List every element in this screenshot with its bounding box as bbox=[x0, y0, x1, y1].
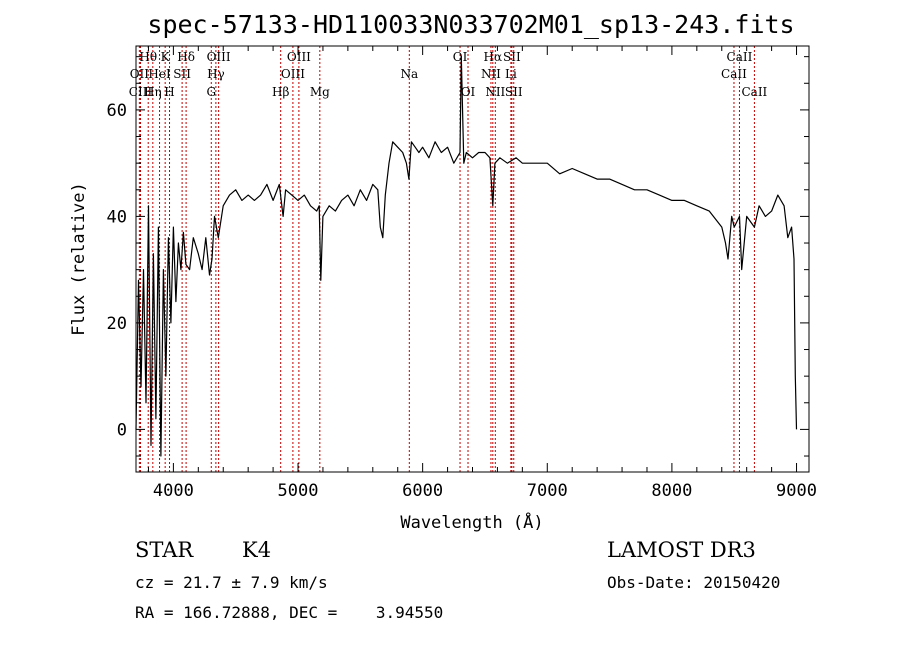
chart-title: spec-57133-HD110033N033702M01_sp13-243.f… bbox=[147, 10, 794, 39]
line-marker-label-3: Hη bbox=[144, 85, 162, 99]
line-marker-label-15: Mg bbox=[310, 85, 330, 99]
line-marker-label-5: K bbox=[161, 50, 171, 64]
line-marker-label-9: G bbox=[206, 85, 216, 99]
series-layer bbox=[135, 56, 798, 457]
coordinates: RA = 166.72888, DEC = 3.94550 bbox=[135, 603, 444, 622]
object-class: STAR bbox=[135, 538, 194, 562]
line-marker-label-25: CaII bbox=[721, 67, 747, 81]
x-axis-title: Wavelength (Å) bbox=[400, 511, 543, 533]
y-tick-label-0: 0 bbox=[117, 420, 127, 440]
y-tick-label-3: 60 bbox=[107, 101, 127, 121]
line-marker-label-1: OII bbox=[130, 67, 150, 81]
line-marker-label-8: Hδ bbox=[177, 50, 195, 64]
x-tick-label-4: 8000 bbox=[651, 481, 692, 501]
line-marker-label-22: Li bbox=[505, 67, 517, 81]
tick-layer: 4000 5000 6000 7000 8000 9000 0 20 40 60 bbox=[107, 46, 817, 501]
line-marker-label-24: SII bbox=[505, 85, 523, 99]
line-marker-label-2: CIII bbox=[129, 85, 153, 99]
plot-frame bbox=[135, 45, 810, 473]
line-marker-label-27: CaII bbox=[741, 85, 767, 99]
y-tick-label-1: 20 bbox=[107, 314, 127, 334]
line-marker-label-17: OI bbox=[453, 50, 468, 64]
line-marker-label-21: NII bbox=[485, 85, 505, 99]
line-marker-label-16: Na bbox=[400, 67, 418, 81]
obs-date: Obs-Date: 20150420 bbox=[607, 573, 781, 592]
x-tick-label-5: 9000 bbox=[776, 481, 817, 501]
line-marker-label-11: OIII bbox=[207, 50, 231, 64]
line-marker-label-14: OIII bbox=[287, 50, 311, 64]
x-tick-label-0: 4000 bbox=[153, 481, 194, 501]
line-marker-label-10: Hγ bbox=[207, 67, 225, 81]
line-marker-label-26: CaII bbox=[727, 50, 753, 64]
line-marker-label-19: NII bbox=[481, 67, 501, 81]
y-tick-label-2: 40 bbox=[107, 207, 127, 227]
line-marker-label-20: Hα bbox=[484, 50, 503, 64]
line-marker-label-18: OI bbox=[461, 85, 476, 99]
y-axis-title: Flux (relative) bbox=[69, 182, 89, 336]
line-marker-label-7: SII bbox=[173, 67, 191, 81]
line-marker-label-12: Hβ bbox=[272, 85, 289, 99]
line-marker-label-0: Hθ bbox=[139, 50, 157, 64]
x-tick-label-1: 5000 bbox=[278, 481, 319, 501]
subclass: K4 bbox=[242, 538, 272, 562]
survey-name: LAMOST DR3 bbox=[607, 538, 756, 562]
redshift-cz: cz = 21.7 ± 7.9 km/s bbox=[135, 573, 328, 592]
line-marker-label-13: OIII bbox=[281, 67, 305, 81]
x-tick-label-2: 6000 bbox=[402, 481, 443, 501]
line-marker-label-23: SII bbox=[503, 50, 521, 64]
line-marker-label-4: HeI bbox=[148, 67, 171, 81]
line-marker-label-6: H bbox=[164, 85, 174, 99]
x-tick-label-3: 7000 bbox=[527, 481, 568, 501]
spectrum-line-0 bbox=[135, 56, 798, 457]
